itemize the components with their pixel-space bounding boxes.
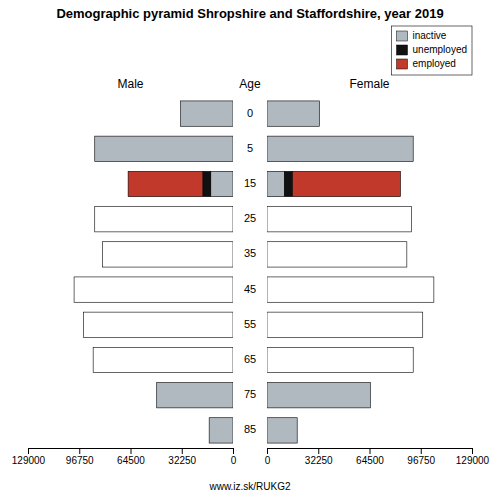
bar: [267, 101, 319, 126]
category-label: 5: [247, 142, 253, 154]
chart: Demographic pyramid Shropshire and Staff…: [0, 0, 500, 500]
bar: [103, 242, 233, 267]
axis-line: [268, 449, 473, 455]
axis-line: [29, 449, 234, 455]
tick-label: 64500: [117, 455, 145, 466]
bar: [267, 418, 297, 443]
panel-title: Female: [349, 77, 389, 91]
tick: 64500: [117, 448, 145, 466]
bar: [157, 383, 233, 408]
legend-item: unemployed: [397, 44, 467, 55]
legend-swatch: [397, 45, 408, 55]
tick-mark: [182, 448, 183, 454]
tick-mark: [28, 448, 29, 454]
bars: [74, 101, 233, 443]
tick-label: 64500: [356, 455, 384, 466]
category-labels: 85 75 65 55 45 35 25 15 5 0: [244, 107, 256, 436]
bar: [93, 347, 233, 372]
tick-label: 32250: [168, 455, 196, 466]
bar: [267, 136, 413, 161]
x-axis: 0 32250 64500 96750 129000: [265, 448, 490, 466]
bar: [181, 101, 233, 126]
tick: 32250: [305, 448, 333, 466]
tick-label: 129000: [456, 455, 490, 466]
bar: [203, 171, 211, 196]
category-label: 15: [244, 177, 256, 189]
legend-label: unemployed: [413, 44, 467, 55]
bar: [292, 171, 400, 196]
category-label: 65: [244, 353, 256, 365]
panel-title: Male: [117, 77, 143, 91]
tick: 0: [265, 448, 271, 466]
bar: [128, 171, 203, 196]
category-label: 85: [244, 423, 256, 435]
bar: [74, 277, 233, 302]
bar: [267, 277, 434, 302]
bar: [95, 207, 233, 232]
category-label: 0: [247, 107, 253, 119]
legend-swatch: [397, 59, 408, 69]
tick: 96750: [66, 448, 94, 466]
tick-mark: [370, 448, 371, 454]
legend-label: employed: [413, 58, 456, 69]
title: Demographic pyramid Shropshire and Staff…: [56, 6, 443, 21]
legend-label: inactive: [413, 30, 447, 41]
bar: [84, 312, 233, 337]
bar: [267, 207, 412, 232]
tick: 32250: [168, 448, 196, 466]
tick: 96750: [407, 448, 435, 466]
category-label: 25: [244, 212, 256, 224]
bar: [267, 347, 413, 372]
tick-mark: [79, 448, 80, 454]
bar: [267, 312, 423, 337]
tick-label: 96750: [407, 455, 435, 466]
legend-item: inactive: [397, 30, 447, 41]
bars: [267, 101, 434, 443]
tick: 129000: [456, 448, 490, 466]
bar: [284, 171, 292, 196]
tick-label: 32250: [305, 455, 333, 466]
tick-mark: [472, 448, 473, 454]
category-label: 55: [244, 318, 256, 330]
legend-swatch: [397, 31, 408, 41]
bar: [267, 242, 407, 267]
annotation: www.iz.sk/RUKG2: [208, 481, 291, 492]
category-label: 35: [244, 247, 256, 259]
bar: [267, 171, 284, 196]
tick-mark: [421, 448, 422, 454]
tick: 0: [231, 448, 237, 466]
bar: [209, 418, 233, 443]
tick-label: 129000: [12, 455, 46, 466]
x-axis: 129000 96750 64500 32250 0: [12, 448, 237, 466]
legend-frame: [392, 26, 472, 75]
category-label: 75: [244, 388, 256, 400]
bar: [211, 171, 233, 196]
legend-item: employed: [397, 58, 456, 69]
tick: 64500: [356, 448, 384, 466]
category-label: 45: [244, 283, 256, 295]
tick-mark: [233, 448, 234, 454]
category-title: Age: [239, 77, 261, 91]
tick-label: 0: [265, 455, 271, 466]
tick: 129000: [12, 448, 46, 466]
tick-mark: [131, 448, 132, 454]
tick-mark: [318, 448, 319, 454]
bar: [95, 136, 233, 161]
tick-mark: [267, 448, 268, 454]
tick-label: 96750: [66, 455, 94, 466]
legend: inactive unemployed employed: [392, 26, 472, 75]
tick-label: 0: [231, 455, 237, 466]
bar: [267, 383, 370, 408]
